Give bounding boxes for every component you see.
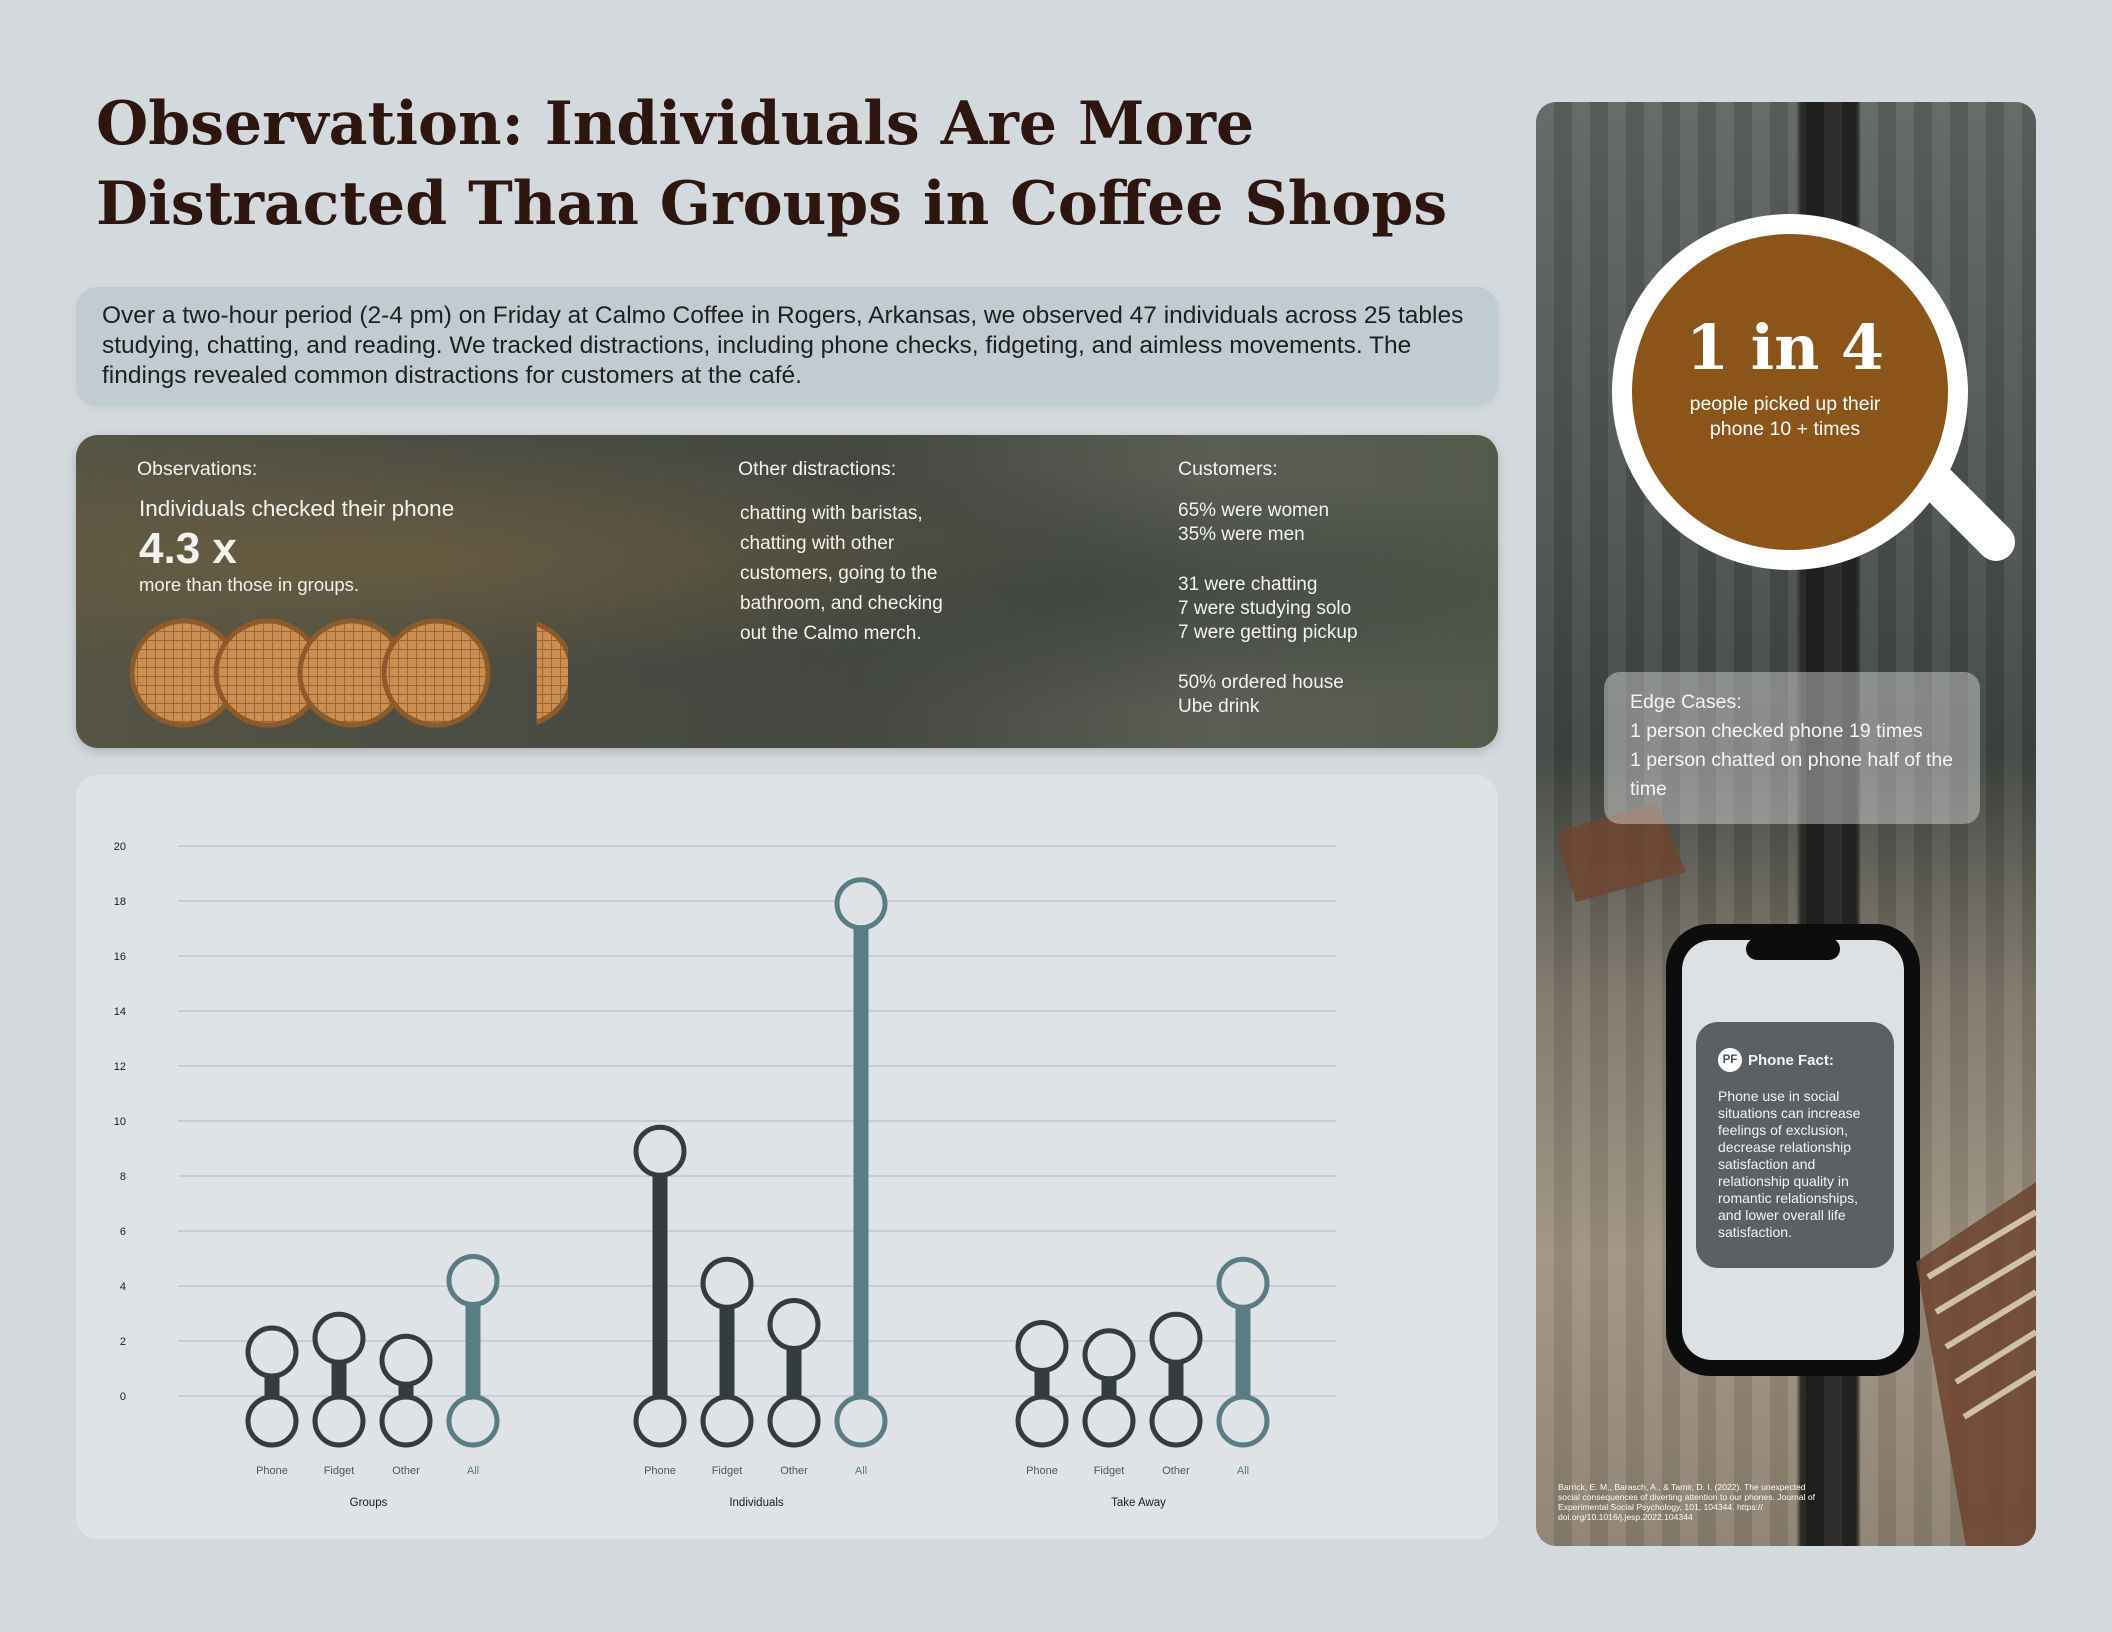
lollipop-head [245,1325,299,1379]
y-tick-label: 0 [120,1391,126,1403]
lollipop-head [700,1256,754,1310]
intro-card: Over a two-hour period (2-4 pm) on Frida… [76,287,1498,406]
magnifier-stat: 1 in 4 [1685,311,1885,384]
x-tick-label: Phone [644,1465,676,1477]
x-tick-label: Other [392,1465,420,1477]
lollipop-head [834,877,888,931]
y-tick-label: 14 [114,1006,126,1018]
lollipop-base [1082,1394,1136,1448]
x-tick-label: Phone [1026,1465,1058,1477]
y-tick-label: 2 [120,1336,126,1348]
x-tick-label: Phone [256,1465,288,1477]
intro-text: Over a two-hour period (2-4 pm) on Frida… [102,302,1464,389]
observations-panel: Observations: Individuals checked their … [76,435,1498,748]
other-distraction-line: out the Calmo merch. [740,623,922,644]
other-distraction-line: chatting with baristas, [740,503,923,524]
phone-fact-body: Phone use in social situations can incre… [1718,1088,1861,1240]
page-title: Observation: Individuals Are More Distra… [96,89,1448,239]
group-label: Take Away [1111,1497,1166,1509]
observations-tail: more than those in groups. [139,574,360,595]
waffle-icon [381,618,491,728]
phone-fact-heading: Phone Fact: [1748,1051,1834,1069]
other-distractions-list: chatting with baristas, chatting with ot… [740,499,998,649]
other-distraction-line: bathroom, and checking [740,593,943,614]
group-label: Groups [350,1497,388,1509]
observations-column: Observations: Individuals checked their … [137,457,537,597]
chair-illustration [1556,802,2036,1546]
lollipop-base [1149,1394,1203,1448]
waffle-pictogram [129,618,568,728]
y-tick-label: 10 [114,1116,126,1128]
lollipop-chart: 0 2 4 6 8 10 12 14 16 18 20 Phone Fidget Other All Grou… [114,841,1336,1509]
waffle-icon [536,621,568,725]
x-tick-label: Other [780,1465,808,1477]
phone-fact-card: PF Phone Fact: Phone use in social situa… [1696,1022,1894,1268]
customers-activity-line: 7 were getting pickup [1178,622,1358,643]
other-distractions-column: Other distractions: chatting with barist… [738,457,998,649]
lollipop-head [633,1124,687,1178]
lollipop-base [379,1394,433,1448]
y-tick-label: 20 [114,841,126,853]
y-tick-label: 18 [114,896,126,908]
observations-heading: Observations: [137,458,258,480]
edge-cases-heading: Edge Cases: [1630,691,1742,713]
lollipop-base [1216,1394,1270,1448]
magnifier-caption: people picked up their phone 10 + times [1689,393,1881,440]
x-tick-label: Fidget [324,1465,355,1477]
customers-heading: Customers: [1178,458,1278,480]
customers-drink-line: 50% ordered house [1178,672,1344,693]
phone-fact-header: PF Phone Fact: [1718,1048,1872,1072]
lollipop-head [446,1254,500,1307]
customers-activity-line: 7 were studying solo [1178,598,1352,619]
observations-lead: Individuals checked their phone [139,496,455,521]
side-panel: 1 in 4 people picked up their phone 10 +… [1536,102,2036,1546]
lollipop-base [312,1394,366,1448]
pf-badge-icon: PF [1718,1048,1742,1072]
y-tick-label: 4 [120,1281,126,1293]
other-distractions-heading: Other distractions: [738,458,897,480]
edge-case-line: 1 person checked phone 19 times [1630,720,1923,742]
lollipop-head [1015,1320,1069,1373]
customers-drink: 50% ordered house Ube drink [1178,671,1478,719]
magnifier-icon [1612,214,2015,570]
customers-drink-line: Ube drink [1178,696,1260,717]
lollipop-base [633,1394,687,1448]
observations-stat: 4.3 x [139,524,237,573]
lollipop-base [1015,1394,1069,1448]
customers-gender-line: 35% were men [1178,524,1305,545]
x-tick-label: All [855,1465,867,1477]
other-distraction-line: customers, going to the [740,563,938,584]
lollipop-head [767,1298,821,1351]
x-tick-label: Fidget [1094,1465,1125,1477]
x-tick-label: All [1237,1465,1249,1477]
group-label: Individuals [729,1497,784,1509]
edge-case-line: 1 person chatted on phone half of the ti… [1630,749,1954,800]
lollipop-head [312,1311,366,1365]
edge-cases-card: Edge Cases: 1 person checked phone 19 ti… [1604,672,1980,824]
y-tick-label: 12 [114,1061,126,1073]
x-tick-label: All [467,1465,479,1477]
customers-activity: 31 were chatting 7 were studying solo 7 … [1178,573,1478,645]
customers-column: Customers: 65% were women 35% were men 3… [1178,457,1478,719]
lollipop-base [834,1394,888,1448]
lollipop-base [446,1394,500,1448]
lollipop-head [1082,1328,1136,1382]
x-tick-label: Fidget [712,1465,743,1477]
y-tick-label: 8 [120,1171,126,1183]
lollipop-head [379,1333,433,1387]
lollipop-base [700,1394,754,1448]
customers-gender: 65% were women 35% were men [1178,499,1478,547]
lollipop-head [1149,1311,1203,1365]
customers-activity-line: 31 were chatting [1178,574,1318,595]
y-tick-label: 16 [114,951,126,963]
x-tick-label: Other [1162,1465,1190,1477]
lollipop-base [245,1394,299,1448]
y-tick-label: 6 [120,1226,126,1238]
lollipop-base [767,1394,821,1448]
other-distraction-line: chatting with other [740,533,895,554]
customers-gender-line: 65% were women [1178,500,1330,521]
citation: Barrick, E. M., Barasch, A., & Tamir, D.… [1558,1482,1816,1522]
chart-panel: 0 2 4 6 8 10 12 14 16 18 20 Phone Fidget Other All Grou… [76,775,1498,1539]
lollipop-head [1216,1256,1270,1310]
